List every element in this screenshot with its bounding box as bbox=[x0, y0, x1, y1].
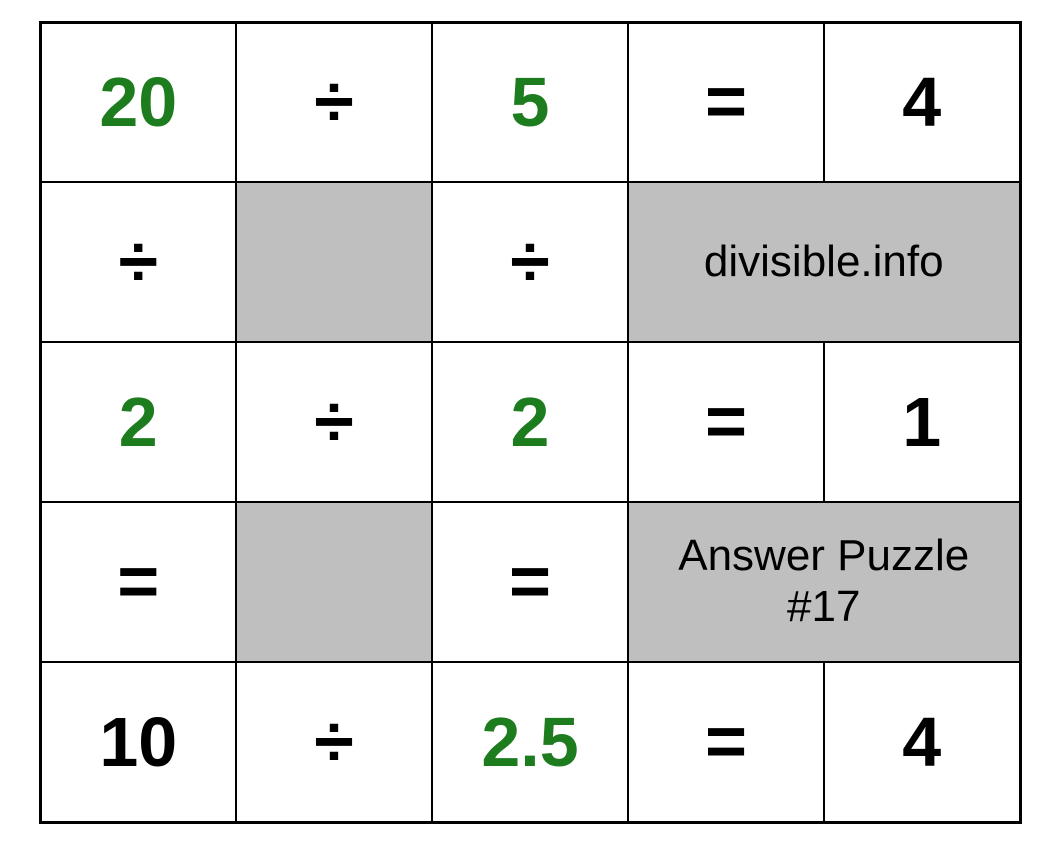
puzzle-row-1: ÷ ÷ divisible.info bbox=[40, 182, 1020, 342]
cell-r3c1-shaded bbox=[236, 502, 432, 662]
cell-r4c2: 2.5 bbox=[432, 662, 628, 822]
answer-label-line2: #17 bbox=[787, 582, 860, 631]
cell-r2c4: 1 bbox=[824, 342, 1020, 502]
cell-r4c0: 10 bbox=[40, 662, 236, 822]
cell-r1c1-shaded bbox=[236, 182, 432, 342]
cell-r4c1-divide: ÷ bbox=[236, 662, 432, 822]
cell-r0c3-equals: = bbox=[628, 22, 824, 182]
puzzle-row-3: = = Answer Puzzle #17 bbox=[40, 502, 1020, 662]
cell-r3c0-equals: = bbox=[40, 502, 236, 662]
cell-r1c0-divide: ÷ bbox=[40, 182, 236, 342]
cell-r4c4: 4 bbox=[824, 662, 1020, 822]
puzzle-row-4: 10 ÷ 2.5 = 4 bbox=[40, 662, 1020, 822]
cell-r0c2: 5 bbox=[432, 22, 628, 182]
cell-r0c1-divide: ÷ bbox=[236, 22, 432, 182]
answer-label-line1: Answer Puzzle bbox=[678, 531, 969, 580]
puzzle-row-0: 20 ÷ 5 = 4 bbox=[40, 22, 1020, 182]
cell-r2c2: 2 bbox=[432, 342, 628, 502]
cell-r1c2-divide: ÷ bbox=[432, 182, 628, 342]
cell-r2c3-equals: = bbox=[628, 342, 824, 502]
answer-label: Answer Puzzle #17 bbox=[628, 502, 1020, 662]
cell-r0c0: 20 bbox=[40, 22, 236, 182]
site-label: divisible.info bbox=[628, 182, 1020, 342]
cell-r4c3-equals: = bbox=[628, 662, 824, 822]
cell-r3c2-equals: = bbox=[432, 502, 628, 662]
cell-r2c1-divide: ÷ bbox=[236, 342, 432, 502]
cell-r0c4: 4 bbox=[824, 22, 1020, 182]
puzzle-row-2: 2 ÷ 2 = 1 bbox=[40, 342, 1020, 502]
division-puzzle-grid: 20 ÷ 5 = 4 ÷ ÷ divisible.info 2 ÷ 2 = 1 … bbox=[39, 21, 1022, 824]
cell-r2c0: 2 bbox=[40, 342, 236, 502]
